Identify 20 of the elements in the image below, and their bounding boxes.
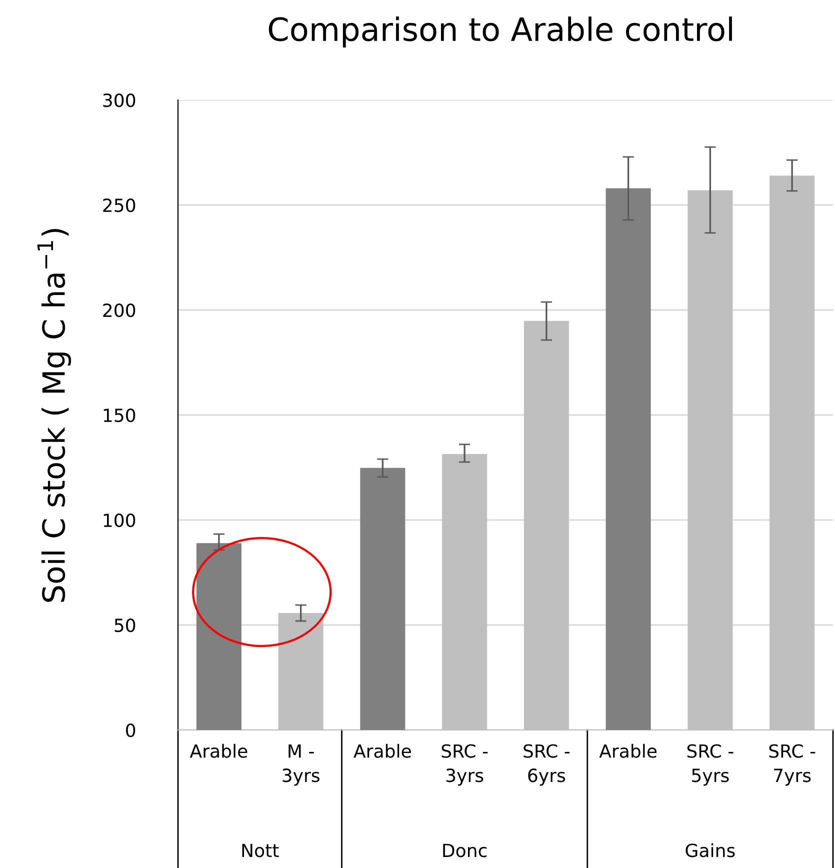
y-axis-title: Soil C stock ( Mg C ha$^{−1}$) (37, 229, 72, 602)
y-tick-label: 100 (104, 513, 136, 528)
y-tick-label: 250 (103, 198, 136, 212)
text: Gains (686, 843, 735, 858)
x-tick-label: M - 3yrs (282, 744, 320, 786)
text: Donc (443, 844, 487, 858)
y-tick-label: 50 (114, 618, 136, 632)
text: Nott (242, 844, 279, 858)
x-tick-label: Arable (354, 744, 411, 758)
x-tick-label: SRC - 6yrs (524, 744, 570, 786)
x-tick-label: SRC - 7yrs (769, 744, 816, 786)
y-tick-label: 300 (103, 93, 136, 108)
x-tick-label: SRC - 3yrs (442, 744, 488, 786)
y-tick-label: 0 (126, 723, 136, 738)
x-tick-label: Arable (190, 744, 248, 758)
x-tick-label: Arable (599, 744, 657, 758)
chart-title: Comparison to Arable control (268, 16, 732, 48)
y-tick-label: 150 (104, 408, 136, 422)
x-tick-label: SRC - 5yrs (687, 744, 734, 786)
y-tick-label: 200 (103, 303, 136, 318)
